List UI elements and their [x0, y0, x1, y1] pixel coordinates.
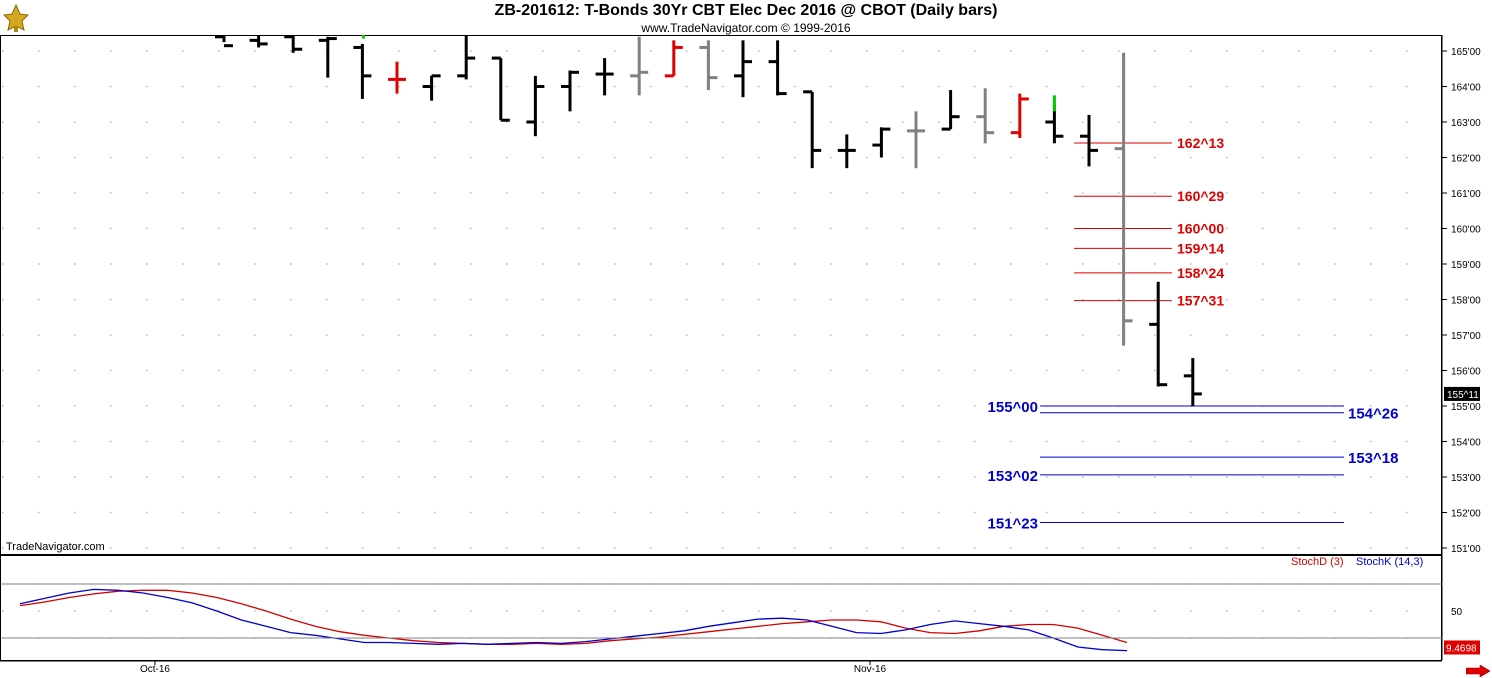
price-axis-label: 158'00 — [1451, 296, 1481, 307]
ohlc-bar — [561, 70, 579, 112]
ohlc-bar — [1183, 358, 1202, 406]
stochk-line — [19, 588, 1128, 652]
price-axis-label: 155'00 — [1451, 402, 1481, 413]
price-axis-label: 152'00 — [1451, 509, 1481, 520]
copyright-line: www.TradeNavigator.com © 1999-2016 — [641, 21, 851, 35]
ohlc-bar — [353, 43, 372, 99]
support-level-label: 153^18 — [1348, 450, 1398, 467]
support-level-label: 155^00 — [988, 399, 1038, 416]
support-level-label: 154^26 — [1348, 406, 1398, 423]
price-axis-label: 164'00 — [1451, 83, 1481, 94]
stoch-axis-label: 50 — [1451, 607, 1463, 618]
ohlc-bar — [526, 75, 545, 137]
golden-bull-logo-icon — [2, 3, 30, 32]
stochd-line — [19, 589, 1128, 645]
price-axis-label: 163'00 — [1451, 118, 1481, 129]
ohlc-bar — [595, 58, 614, 96]
price-axis-label: 156'00 — [1451, 367, 1481, 378]
ohlc-bar — [422, 74, 441, 101]
ohlc-bar — [803, 90, 822, 169]
ohlc-bar — [284, 35, 303, 53]
ohlc-bar — [215, 35, 233, 48]
x-axis-label: Oct-16 — [140, 664, 170, 675]
ohlc-bar — [491, 56, 510, 122]
red-right-arrow-icon[interactable] — [1466, 665, 1490, 677]
stochd-legend: StochD (3) — [1291, 556, 1344, 568]
ohlc-bar — [1149, 281, 1168, 387]
target-level-label: 159^14 — [1177, 240, 1224, 256]
target-level-label: 157^31 — [1177, 293, 1224, 309]
ohlc-bar — [664, 40, 683, 78]
stoch-value-label: 9.4698 — [1446, 643, 1477, 654]
x-axis-label: Nov-16 — [854, 664, 887, 675]
ohlc-bar — [318, 36, 337, 78]
price-axis-label: 151'00 — [1451, 544, 1481, 555]
ohlc-bar — [872, 127, 891, 158]
price-axis-label: 157'00 — [1451, 331, 1481, 342]
price-axis-label: 161'00 — [1451, 189, 1481, 200]
price-panel-frame — [0, 35, 1442, 555]
ohlc-bar — [699, 40, 718, 91]
price-axis-label: 165'00 — [1451, 47, 1481, 58]
target-level-label: 158^24 — [1177, 265, 1224, 281]
ohlc-bar — [976, 88, 995, 144]
ohlc-bar — [457, 35, 476, 80]
ohlc-bar — [941, 90, 960, 131]
ohlc-bar — [1114, 52, 1133, 346]
price-axis-label: 159'00 — [1451, 260, 1481, 271]
support-level-label: 151^23 — [988, 515, 1038, 532]
price-axis-label: 162'00 — [1451, 154, 1481, 165]
ohlc-bar — [734, 40, 752, 98]
ohlc-bar — [768, 40, 787, 96]
price-axis-label: 160'00 — [1451, 225, 1481, 236]
ohlc-bar — [249, 35, 268, 48]
ohlc-bar — [388, 61, 406, 94]
stoch-value-box — [1444, 640, 1480, 655]
stochk-legend: StochK (14,3) — [1356, 556, 1424, 568]
support-level-label: 153^02 — [988, 468, 1038, 485]
last-price-box — [1444, 386, 1480, 401]
price-axis-label: 153'00 — [1451, 473, 1481, 484]
ohlc-bar — [907, 111, 925, 169]
stoch-panel-frame — [0, 555, 1442, 661]
price-axis-label: 154'00 — [1451, 438, 1481, 449]
target-level-label: 160^29 — [1177, 188, 1224, 204]
target-level-label: 160^00 — [1177, 221, 1224, 237]
ohlc-bar — [837, 134, 856, 169]
target-level-label: 162^13 — [1177, 135, 1224, 151]
ohlc-bar — [630, 36, 649, 96]
watermark-label: TradeNavigator.com — [6, 541, 105, 553]
ohlc-bar — [1080, 114, 1098, 167]
chart-title: ZB-201612: T-Bonds 30Yr CBT Elec Dec 201… — [494, 2, 998, 19]
ohlc-bar — [1010, 93, 1029, 138]
last-price-label: 155^11 — [1447, 390, 1479, 401]
